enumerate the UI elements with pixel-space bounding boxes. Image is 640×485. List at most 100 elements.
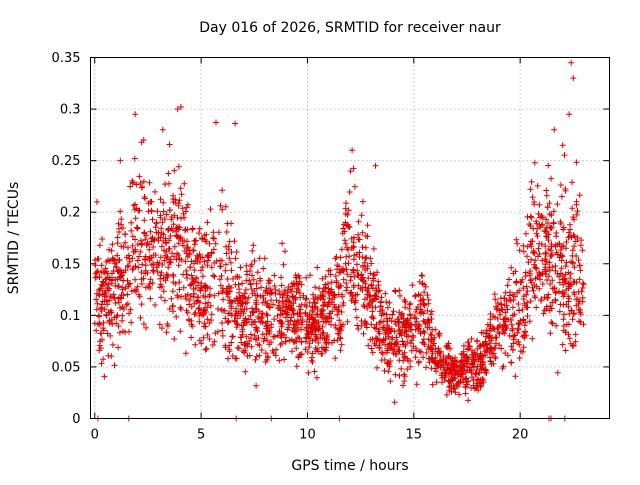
data-point [208,249,215,256]
data-point [156,321,163,328]
data-point [378,349,385,356]
data-point [369,336,376,343]
data-point [468,385,475,391]
data-point [509,312,516,319]
data-point [453,381,460,388]
data-point [548,305,555,312]
data-point [242,368,249,375]
data-point [404,366,411,373]
data-point [132,201,139,208]
data-point [360,330,367,337]
data-point [117,157,124,164]
data-point [260,338,267,344]
data-point [355,218,362,225]
data-point [254,269,261,276]
data-point [122,239,129,246]
data-point [239,326,246,333]
data-point [108,307,114,314]
data-point [477,342,484,349]
data-point [563,239,570,245]
data-points [91,59,587,422]
data-point [417,310,424,317]
data-point [338,341,345,348]
data-point [294,317,301,324]
data-point [381,367,388,374]
data-point [165,227,171,233]
data-point [313,311,320,318]
data-point [350,165,357,172]
data-point [549,320,556,327]
data-point [376,287,383,294]
data-point [491,291,498,298]
data-point [232,318,239,325]
data-point [101,306,108,313]
data-point [407,300,414,307]
data-point [370,277,377,284]
data-point [456,391,463,398]
data-point [428,308,435,315]
data-point [200,310,207,317]
data-point [494,300,501,306]
data-point [229,333,236,340]
data-point [228,312,235,319]
data-point [245,294,252,301]
data-point [191,267,198,274]
data-point [422,320,429,327]
data-point [174,106,181,113]
data-point [540,310,547,317]
data-point [266,341,273,348]
data-point [380,324,387,331]
data-point [521,322,528,329]
data-point [334,266,341,273]
data-point [567,275,574,282]
data-point [311,368,318,375]
data-point [488,337,495,344]
data-point [148,238,155,245]
data-point [244,353,251,359]
data-point [303,303,310,310]
data-point [116,257,122,264]
data-point [212,330,219,337]
data-point [320,302,327,308]
data-point [232,120,239,127]
data-point [368,345,375,352]
data-point [340,299,347,306]
data-point [530,287,537,294]
data-point [319,323,326,330]
data-point [539,214,546,221]
data-point [504,282,511,289]
data-point [159,126,166,133]
data-point [181,238,188,244]
data-point [572,338,579,345]
data-point [213,258,220,265]
data-point [114,276,121,283]
data-point [132,276,139,283]
data-point [171,243,178,250]
data-point [128,319,135,326]
data-point [539,281,546,287]
data-point [154,208,161,215]
data-point [303,335,310,342]
data-point [204,252,211,258]
data-point [288,314,295,321]
data-point [253,353,260,360]
data-point [315,326,322,333]
data-point [464,339,471,346]
data-point [136,253,143,260]
data-point [160,288,167,295]
data-point [544,220,551,227]
data-point [559,341,566,348]
data-point [356,249,363,256]
data-point [372,162,379,169]
data-point [413,347,420,354]
data-point [361,259,368,266]
data-point [568,234,575,241]
data-point [389,311,396,318]
data-point [117,208,124,215]
data-point [344,211,351,218]
data-point [208,264,215,271]
data-point [382,327,389,334]
y-tick-label: 0.35 [52,51,81,66]
data-point [94,256,101,262]
